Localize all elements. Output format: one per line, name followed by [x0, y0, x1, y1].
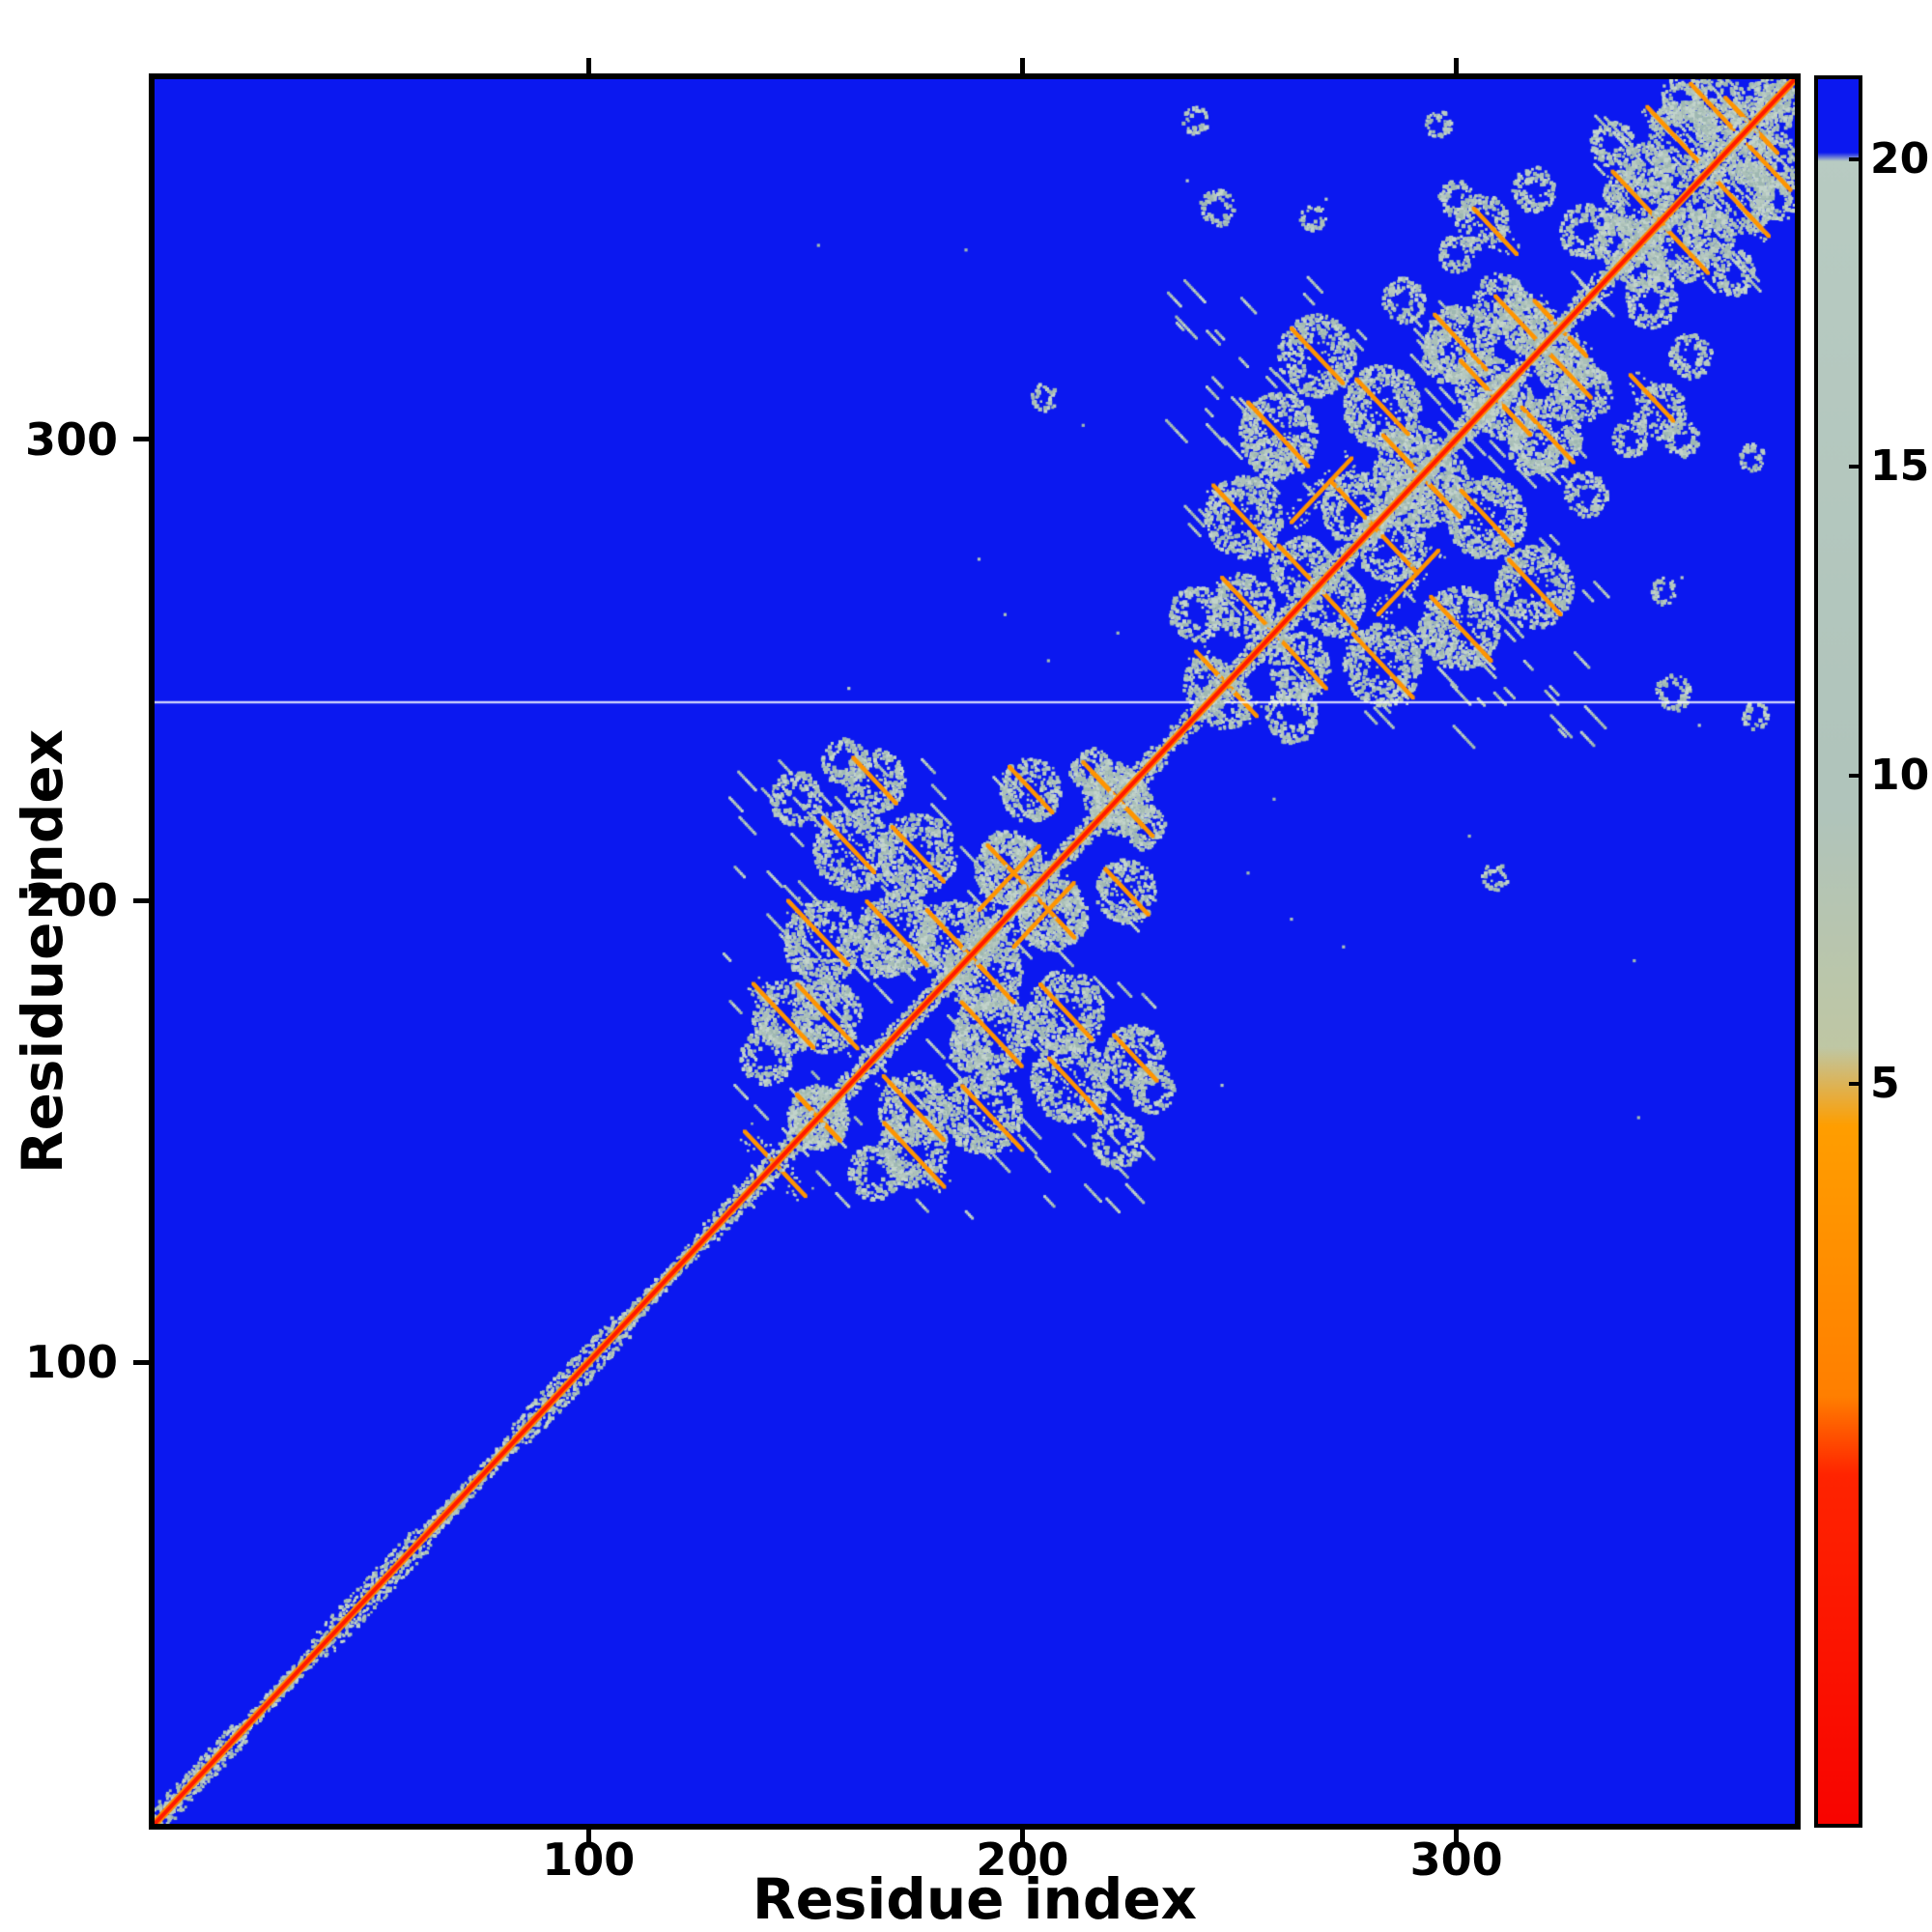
colorbar-canvas: [1818, 79, 1859, 1824]
y-tick-mark: [133, 1359, 149, 1365]
colorbar-tick-label: 20: [1870, 134, 1930, 185]
x-tick-mark: [1019, 1830, 1025, 1845]
x-tick-label: 200: [976, 1833, 1069, 1886]
colorbar-tick-mark: [1849, 773, 1861, 778]
colorbar-tick-mark: [1849, 1082, 1861, 1087]
x-tick-mark: [1454, 1830, 1460, 1845]
y-tick-label: 300: [24, 412, 118, 466]
colorbar-tick-label: 5: [1870, 1059, 1900, 1109]
heatmap-canvas: [155, 79, 1795, 1824]
heatmap-plot-area: [149, 73, 1801, 1830]
x-tick-label: 100: [542, 1833, 636, 1886]
x-axis-label: Residue index: [752, 1866, 1198, 1932]
x-tick-mark-top: [585, 58, 591, 73]
x-tick-label: 300: [1409, 1833, 1503, 1886]
x-tick-mark-top: [1019, 58, 1025, 73]
colorbar-tick-label: 10: [1870, 750, 1930, 800]
x-tick-mark-top: [1454, 58, 1460, 73]
y-tick-label: 200: [24, 874, 118, 927]
y-tick-mark: [133, 897, 149, 903]
colorbar-tick-mark: [1849, 157, 1861, 162]
colorbar-tick-mark: [1849, 464, 1861, 469]
y-axis-label: Residue index: [10, 728, 75, 1175]
colorbar-tick-label: 15: [1870, 440, 1930, 491]
x-tick-mark: [585, 1830, 591, 1845]
y-tick-label: 100: [24, 1336, 118, 1389]
colorbar: [1814, 75, 1862, 1828]
y-tick-mark: [133, 437, 149, 442]
